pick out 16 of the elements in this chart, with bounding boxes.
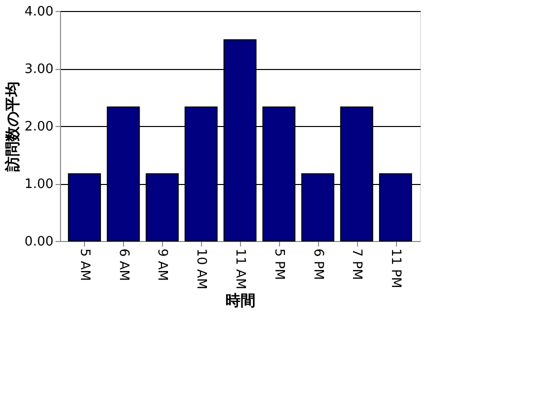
x-tick-label: 5 PM <box>271 248 286 280</box>
y-tick-label: 3.00 <box>24 62 54 77</box>
y-axis-title: 訪問数の平均 <box>4 82 22 172</box>
x-tick-label: 7 PM <box>349 248 364 280</box>
y-tick-label: 4.00 <box>24 4 54 20</box>
x-tick-label: 10 AM <box>194 248 209 290</box>
x-tick-label: 11 PM <box>388 248 404 288</box>
y-tick-label: 2.00 <box>24 120 54 134</box>
y-tick-label: 0.00 <box>24 234 54 250</box>
y-tick-label: 1.00 <box>24 177 54 192</box>
x-tick-label: 5 AM <box>76 248 92 282</box>
x-tick-label: 6 PM <box>310 248 326 280</box>
x-tick-label: 6 AM <box>116 248 131 282</box>
x-axis-title: 時間 <box>226 291 256 310</box>
x-tick-label: 9 AM <box>154 248 170 282</box>
x-tick-label: 11 AM <box>232 248 248 290</box>
